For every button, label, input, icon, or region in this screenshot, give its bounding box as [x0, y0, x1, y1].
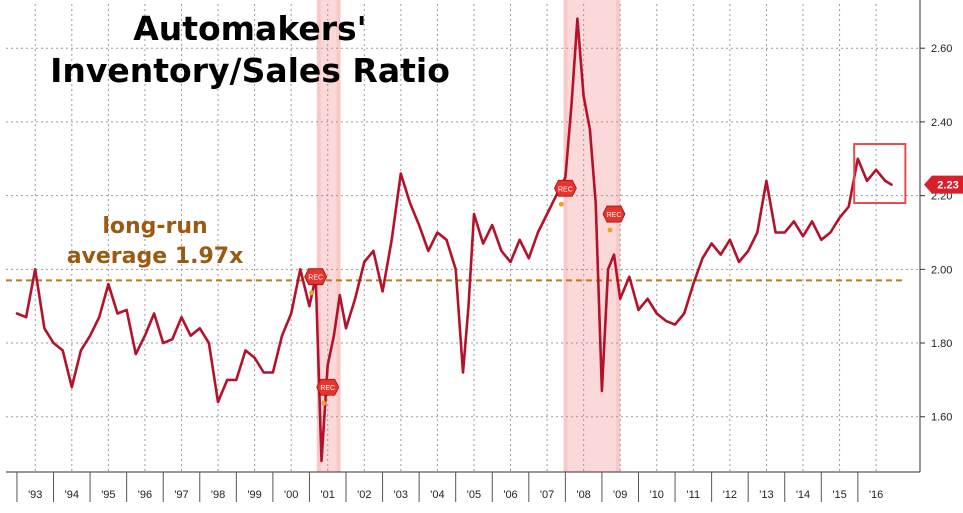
recession-marker-label-3: REC — [607, 212, 622, 219]
x-tick-label-5: '98 — [211, 489, 225, 501]
x-tick-label-3: '96 — [138, 489, 152, 501]
series-line-0 — [15, 17, 893, 463]
recession-marker-label-1: REC — [320, 385, 335, 392]
axes: 1.60 1.80 2.00 2.20 2.40 2.60 '93 '94 '95 '96 '97 '… — [6, 0, 963, 502]
recession-marker-shape-1 — [316, 378, 340, 396]
x-tick-label-1: '94 — [65, 489, 79, 501]
average-label-line-1: long-run — [102, 214, 207, 239]
chart-title-line-2: Inventory/Sales Ratio — [50, 51, 450, 90]
chart-title-line-1: Automakers' — [133, 9, 367, 48]
recession-band-core-0 — [320, 0, 337, 472]
y-tick-label-0: 1.60 — [931, 412, 952, 424]
x-tick-label-0: '93 — [28, 489, 42, 501]
x-tick-label-10: '03 — [394, 489, 408, 501]
annotations: Automakers' Inventory/Sales Ratio long-r… — [50, 9, 450, 269]
recession-marker-3: REC — [602, 205, 626, 233]
last-value-badge — [924, 175, 963, 194]
y-tick-label-4: 2.40 — [931, 117, 952, 129]
x-tick-label-23: '16 — [869, 489, 883, 501]
x-tick-label-17: '10 — [650, 489, 664, 501]
x-tick-label-15: '08 — [576, 489, 590, 501]
x-tick-label-8: '01 — [321, 489, 335, 501]
recession-marker-2: REC — [553, 179, 577, 207]
x-tick-label-4: '97 — [174, 489, 188, 501]
highlight-box — [853, 143, 907, 204]
recession-marker-dot-0 — [309, 290, 315, 296]
x-tick-label-16: '09 — [613, 489, 627, 501]
recession-marker-dot-1 — [321, 400, 327, 406]
y-tick-label-3: 2.20 — [931, 191, 952, 203]
x-tick-label-9: '02 — [357, 489, 371, 501]
recession-marker-dot-3 — [607, 227, 613, 233]
recession-marker-dot-2 — [558, 201, 564, 207]
recession-marker-shape-0 — [304, 268, 328, 286]
recession-marker-1: REC — [316, 378, 340, 406]
recession-marker-label-2: REC — [558, 186, 573, 193]
x-tick-label-20: '13 — [759, 489, 773, 501]
recession-marker-label-0: REC — [308, 275, 323, 282]
last-value-label: 2.23 — [937, 180, 958, 192]
x-tick-label-11: '04 — [430, 489, 444, 501]
recession-marker-shape-3 — [602, 205, 626, 223]
x-tick-label-21: '14 — [796, 489, 810, 501]
y-tick-label-5: 2.60 — [931, 43, 952, 55]
series-layer — [15, 17, 907, 463]
recession-bands — [316, 0, 621, 472]
recession-marker-0: REC — [304, 268, 328, 296]
recession-marker-shape-2 — [553, 179, 577, 197]
y-tick-label-1: 1.80 — [931, 338, 952, 350]
x-tick-label-19: '12 — [723, 489, 737, 501]
recession-markers: REC REC REC REC — [304, 179, 626, 406]
x-tick-label-6: '99 — [247, 489, 261, 501]
recession-band-core-1 — [567, 0, 617, 472]
x-tick-label-22: '15 — [832, 489, 846, 501]
x-tick-label-13: '06 — [503, 489, 517, 501]
x-tick-label-2: '95 — [101, 489, 115, 501]
x-tick-label-18: '11 — [687, 489, 701, 501]
y-tick-label-2: 2.00 — [931, 264, 952, 276]
average-label-line-2: average 1.97x — [67, 244, 244, 269]
x-tick-label-14: '07 — [540, 489, 554, 501]
x-tick-label-7: '00 — [284, 489, 298, 501]
x-tick-label-12: '05 — [467, 489, 481, 501]
